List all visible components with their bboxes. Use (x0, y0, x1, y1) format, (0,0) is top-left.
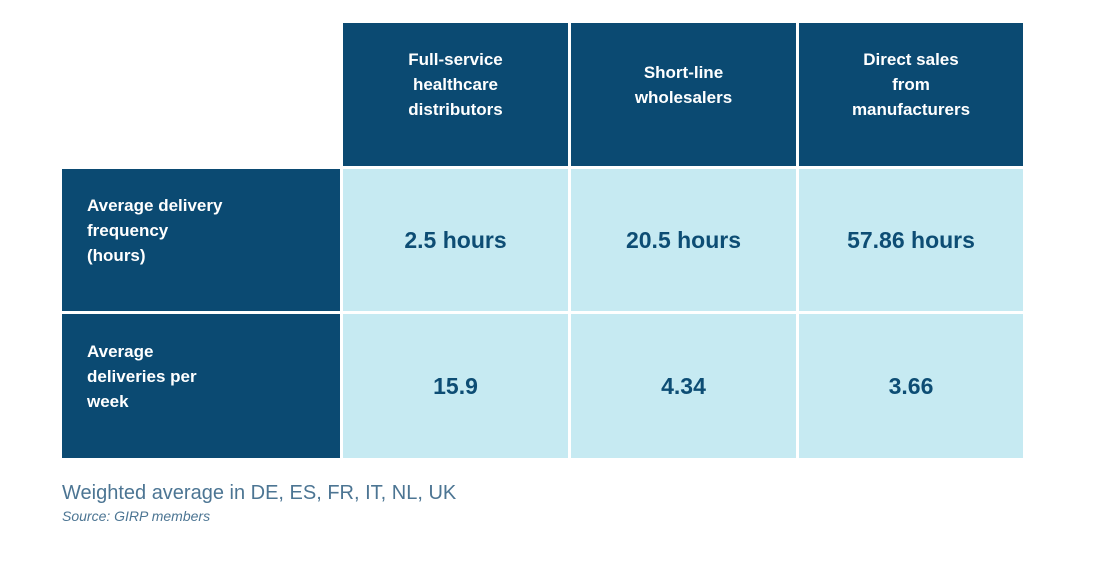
row-header-delivery-frequency: Average delivery frequency (hours) (62, 169, 340, 311)
table-corner-cell (62, 23, 340, 166)
value-frequency-short-line: 20.5 hours (571, 169, 796, 311)
value-weekly-direct-sales: 3.66 (799, 314, 1023, 458)
value-weekly-short-line: 4.34 (571, 314, 796, 458)
footer-note: Weighted average in DE, ES, FR, IT, NL, … (62, 482, 457, 504)
value-frequency-full-service: 2.5 hours (343, 169, 568, 311)
column-header-short-line: Short-line wholesalers (571, 23, 796, 166)
footer-source: Source: GIRP members (62, 508, 211, 524)
value-frequency-direct-sales: 57.86 hours (799, 169, 1023, 311)
table-footer: Weighted average in DE, ES, FR, IT, NL, … (62, 481, 456, 525)
delivery-comparison-table: Full-service healthcare distributors Sho… (62, 23, 1023, 458)
column-header-direct-sales: Direct sales from manufacturers (799, 23, 1023, 166)
value-weekly-full-service: 15.9 (343, 314, 568, 458)
row-header-deliveries-per-week: Average deliveries per week (62, 314, 340, 458)
column-header-full-service: Full-service healthcare distributors (343, 23, 568, 166)
